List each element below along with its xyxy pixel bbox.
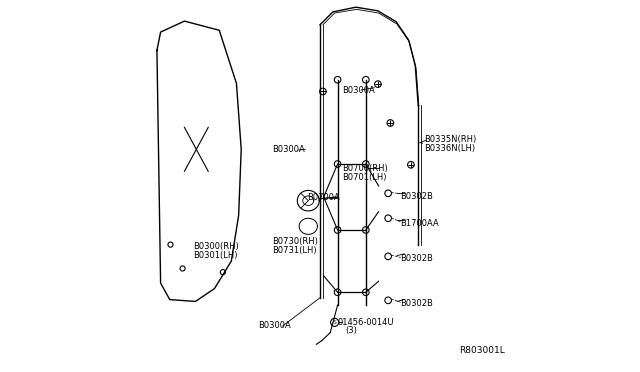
Text: B0302B: B0302B (401, 254, 433, 263)
Text: B0300A: B0300A (342, 86, 375, 95)
Text: B0301(LH): B0301(LH) (193, 251, 238, 260)
Text: B0336N(LH): B0336N(LH) (424, 144, 475, 153)
Text: B0700(RH): B0700(RH) (342, 164, 388, 173)
Text: B1700AA: B1700AA (401, 219, 440, 228)
Text: B0300A: B0300A (258, 321, 291, 330)
Text: B0701(LH): B0701(LH) (342, 173, 387, 182)
Text: B0300(RH): B0300(RH) (193, 242, 239, 251)
Text: (3): (3) (345, 326, 356, 335)
Text: B0302B: B0302B (401, 299, 433, 308)
Text: B0700A: B0700A (307, 193, 340, 202)
Text: B0335N(RH): B0335N(RH) (424, 135, 476, 144)
Text: R803001L: R803001L (460, 346, 505, 355)
Text: B0731(LH): B0731(LH) (271, 246, 316, 255)
Text: 01456-0014U: 01456-0014U (337, 318, 394, 327)
Text: B0302B: B0302B (401, 192, 433, 201)
Text: S: S (333, 320, 337, 325)
Text: B0300A: B0300A (273, 145, 305, 154)
Text: B0730(RH): B0730(RH) (271, 237, 317, 246)
